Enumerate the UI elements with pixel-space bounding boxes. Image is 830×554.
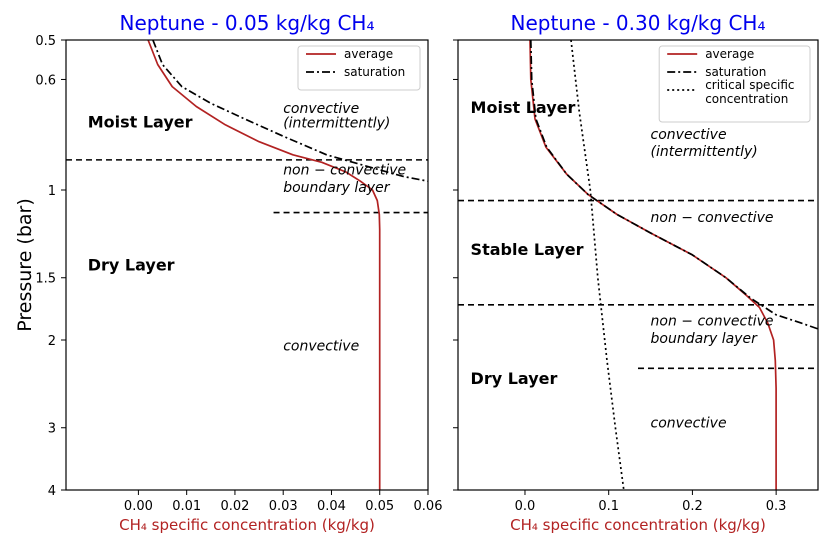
- y-tick-label: 1: [48, 184, 56, 199]
- y-axis-label: Pressure (bar): [14, 198, 36, 332]
- region-annotation: convective: [283, 101, 359, 117]
- y-tick-label: 4: [48, 484, 56, 499]
- series-line-average: [529, 40, 777, 490]
- layer-label: Moist Layer: [471, 98, 576, 117]
- region-annotation: convective: [651, 416, 727, 432]
- legend-label: average: [705, 47, 754, 61]
- y-tick-label: 3: [48, 422, 56, 437]
- layer-label: Dry Layer: [88, 255, 175, 274]
- x-tick-label: 0.3: [766, 499, 787, 514]
- x-tick-label: 0.03: [269, 499, 298, 514]
- legend: average saturation: [297, 45, 421, 91]
- legend-label: average: [344, 47, 393, 61]
- chart-panel-2: Moist Layer Stable Layer Dry Layer convecti…: [453, 11, 819, 534]
- series-line-saturation: [152, 40, 428, 183]
- region-annotation: non − convective: [651, 210, 774, 226]
- plot-frame: [457, 39, 819, 491]
- region-annotation: convective: [651, 127, 727, 143]
- x-tick-label: 0.04: [317, 499, 346, 514]
- x-tick-label: 0.02: [220, 499, 249, 514]
- legend-label: critical specific concentration: [705, 78, 794, 106]
- region-annotation: non − convective: [283, 162, 406, 178]
- x-axis-label: CH₄ specific concentration (kg/kg): [119, 516, 375, 534]
- x-tick-label: 0.2: [682, 499, 703, 514]
- layer-label: Stable Layer: [471, 240, 584, 259]
- region-annotation: (intermittently): [651, 144, 758, 160]
- legend-label: saturation: [344, 65, 405, 79]
- x-tick-label: 0.01: [172, 499, 201, 514]
- chart-title: Neptune - 0.05 kg/kg CH₄: [120, 11, 375, 35]
- x-tick-label: 0.1: [598, 499, 619, 514]
- region-annotation: (intermittently): [283, 116, 390, 132]
- region-annotation: convective: [283, 339, 359, 355]
- chart-title: Neptune - 0.30 kg/kg CH₄: [511, 11, 766, 35]
- series-line-critical-specific-concentration: [570, 40, 625, 490]
- plot-area: [458, 40, 818, 490]
- x-tick-label: 0.06: [414, 499, 443, 514]
- y-tick-label: 1.5: [35, 272, 56, 287]
- plot-frame: [65, 39, 429, 491]
- region-annotation: boundary layer: [651, 331, 759, 347]
- y-tick-label: 0.6: [35, 73, 56, 88]
- y-tick-label: 0.5: [35, 34, 56, 49]
- x-tick-label: 0.00: [124, 499, 153, 514]
- x-axis-label: CH₄ specific concentration (kg/kg): [510, 516, 766, 534]
- legend-label: saturation: [705, 65, 766, 79]
- x-tick-label: 0.0: [515, 499, 536, 514]
- y-tick-label: 2: [48, 334, 56, 349]
- region-annotation: boundary layer: [283, 180, 391, 196]
- x-tick-label: 0.05: [365, 499, 394, 514]
- series-line-saturation: [529, 40, 818, 330]
- legend-box: [658, 45, 811, 123]
- legend-box: [297, 45, 421, 91]
- layer-label: Moist Layer: [88, 113, 193, 132]
- region-annotation: non − convective: [651, 313, 774, 329]
- series-line-average: [147, 40, 381, 490]
- layer-label: Dry Layer: [471, 369, 558, 388]
- plot-area: [66, 40, 428, 490]
